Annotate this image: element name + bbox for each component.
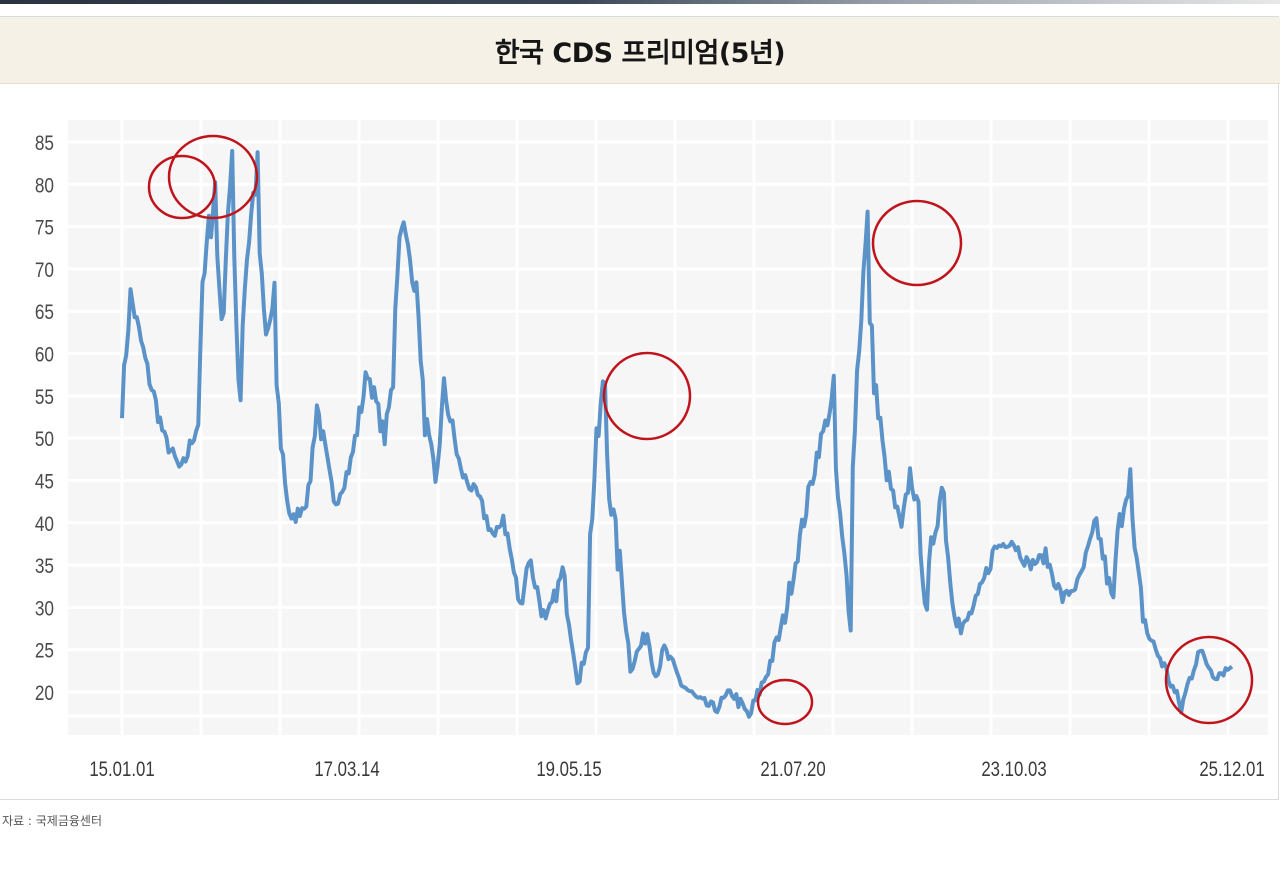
x-axis-ticks: 15.01.01 17.03.14 19.05.15 21.07.20 23.10.03… bbox=[89, 758, 1264, 781]
source-note: 자료 : 국제금융센터 bbox=[2, 814, 102, 828]
y-tick-label: 85 bbox=[35, 133, 54, 156]
grid-lines bbox=[68, 120, 1268, 735]
y-tick-label: 65 bbox=[35, 302, 54, 325]
y-tick-label: 60 bbox=[35, 344, 54, 367]
x-tick-label: 23.10.03 bbox=[981, 758, 1046, 781]
annotation-circle bbox=[167, 134, 259, 220]
y-tick-label: 45 bbox=[35, 471, 54, 494]
annotation-circle bbox=[147, 154, 217, 220]
x-tick-label: 15.01.01 bbox=[89, 758, 154, 781]
cds-premium-line bbox=[120, 149, 1234, 719]
x-tick-label: 19.05.15 bbox=[536, 758, 601, 781]
y-tick-label: 25 bbox=[35, 640, 54, 663]
annotation-circles bbox=[147, 134, 1254, 726]
chart-title: 한국 CDS 프리미엄(5년) bbox=[494, 37, 786, 69]
annotation-circle bbox=[756, 678, 814, 726]
plot-area bbox=[68, 120, 1268, 735]
y-tick-label: 50 bbox=[35, 429, 54, 452]
y-tick-label: 20 bbox=[35, 683, 54, 706]
y-tick-label: 55 bbox=[35, 386, 54, 409]
annotation-circle bbox=[871, 199, 963, 287]
x-tick-label: 17.03.14 bbox=[314, 758, 380, 781]
y-tick-label: 75 bbox=[35, 217, 54, 240]
y-tick-label: 35 bbox=[35, 556, 54, 579]
annotation-circle bbox=[602, 351, 692, 441]
x-tick-label: 25.12.01 bbox=[1199, 758, 1264, 781]
annotation-circle bbox=[1164, 635, 1254, 725]
y-axis-ticks: 85 80 75 70 65 60 55 50 45 40 35 30 25 20 bbox=[35, 133, 54, 706]
window-top-bar bbox=[0, 0, 1280, 4]
y-tick-label: 40 bbox=[35, 513, 54, 536]
y-tick-label: 80 bbox=[35, 175, 54, 198]
title-band: 한국 CDS 프리미엄(5년) bbox=[0, 17, 1280, 84]
y-tick-label: 30 bbox=[35, 598, 54, 621]
y-tick-label: 70 bbox=[35, 259, 54, 282]
x-tick-label: 21.07.20 bbox=[760, 758, 825, 781]
